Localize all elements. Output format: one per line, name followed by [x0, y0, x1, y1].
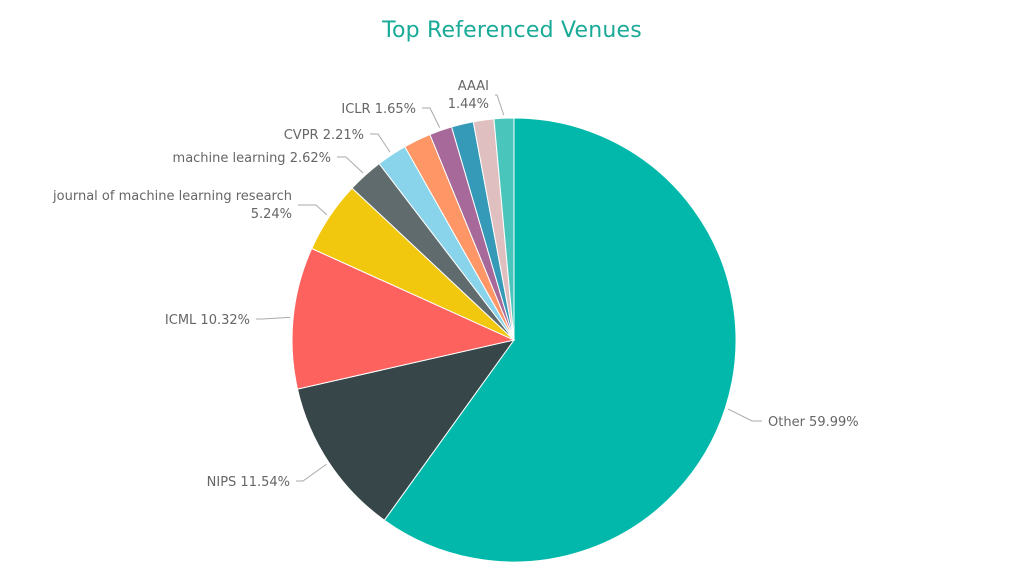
- leader-line: [727, 408, 762, 422]
- slice-label-value: 1.44%: [448, 97, 489, 112]
- pie-slices: [291, 117, 737, 563]
- pie-slice[interactable]: [291, 247, 516, 390]
- slice-label: Other 59.99%: [768, 415, 859, 430]
- pie-slice[interactable]: [383, 117, 737, 563]
- leader-line: [298, 204, 328, 216]
- leader-line: [256, 316, 291, 320]
- slice-label-value: 5.24%: [251, 207, 292, 222]
- slice-label: NIPS 11.54%: [207, 475, 290, 490]
- pie-slice[interactable]: [493, 117, 515, 341]
- slice-label: journal of machine learning research: [52, 189, 292, 204]
- pie-slice[interactable]: [296, 339, 516, 521]
- leader-line: [422, 107, 441, 128]
- slice-label: AAAI: [458, 79, 489, 94]
- leader-line: [296, 463, 327, 482]
- slice-label: machine learning 2.62%: [173, 151, 331, 166]
- leader-line: [337, 156, 364, 174]
- chart-title: Top Referenced Venues: [382, 18, 642, 43]
- slice-label: ICML 10.32%: [165, 313, 250, 328]
- leader-line: [495, 94, 505, 116]
- leader-line: [370, 133, 391, 153]
- slice-label: ICLR 1.65%: [341, 102, 416, 117]
- slice-label: CVPR 2.21%: [284, 128, 364, 143]
- slice-labels: Other 59.99% NIPS 11.54% ICML 10.32% journa…: [52, 79, 859, 490]
